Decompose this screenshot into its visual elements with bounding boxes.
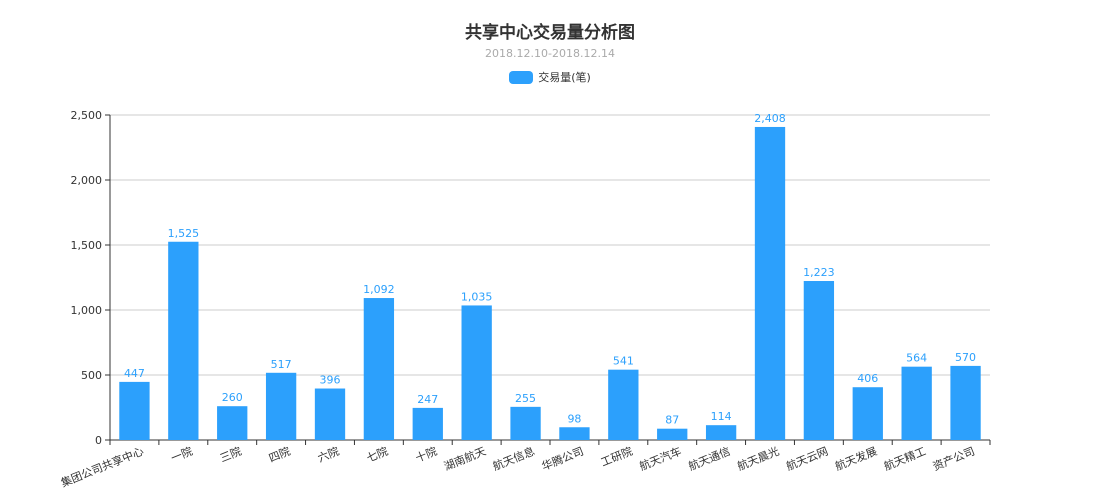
- y-tick-label: 500: [81, 369, 102, 382]
- x-tick-label: 航天云网: [784, 444, 830, 473]
- data-label: 260: [222, 391, 243, 404]
- bar[interactable]: [657, 428, 688, 440]
- bar[interactable]: [363, 298, 395, 440]
- data-label: 1,223: [803, 266, 835, 279]
- bar[interactable]: [510, 406, 541, 440]
- chart-subtitle: 2018.12.10-2018.12.14: [485, 47, 615, 60]
- y-tick-label: 1,500: [71, 239, 103, 252]
- bar[interactable]: [705, 425, 737, 440]
- x-tick-label: 集团公司共享中心: [59, 444, 146, 490]
- x-tick-label: 湖南航天: [442, 444, 488, 473]
- legend-item-volume[interactable]: 交易量(笔): [509, 69, 591, 85]
- bar[interactable]: [559, 427, 590, 440]
- bar[interactable]: [608, 369, 639, 440]
- data-label: 247: [417, 393, 438, 406]
- legend-label: 交易量(笔): [538, 71, 591, 84]
- x-tick-label: 航天精工: [882, 444, 928, 473]
- x-tick-label: 六院: [315, 444, 341, 465]
- data-label: 114: [711, 410, 732, 423]
- bar[interactable]: [803, 281, 835, 440]
- data-label: 2,408: [754, 112, 786, 125]
- data-label: 255: [515, 392, 536, 405]
- bar[interactable]: [168, 241, 199, 440]
- data-label: 517: [271, 358, 292, 371]
- y-tick-label: 0: [95, 434, 102, 447]
- y-tick-label: 1,000: [71, 304, 103, 317]
- x-tick-label: 十院: [413, 444, 439, 465]
- y-tick-label: 2,000: [71, 174, 103, 187]
- legend: 交易量(笔): [0, 69, 1100, 87]
- bar[interactable]: [412, 407, 443, 440]
- legend-swatch: [509, 70, 534, 84]
- bar[interactable]: [901, 366, 932, 440]
- bar[interactable]: [950, 365, 981, 440]
- x-tick-label: 航天信息: [491, 444, 537, 473]
- bar[interactable]: [265, 372, 297, 440]
- data-label: 570: [955, 351, 976, 364]
- data-label: 98: [567, 412, 581, 425]
- bar[interactable]: [314, 388, 346, 440]
- bar[interactable]: [852, 387, 883, 440]
- data-label: 406: [857, 372, 878, 385]
- x-tick-label: 航天汽车: [637, 444, 683, 473]
- data-label: 447: [124, 367, 145, 380]
- x-tick-label: 资产公司: [931, 444, 977, 473]
- y-tick-label: 2,500: [71, 109, 103, 122]
- bar[interactable]: [217, 406, 248, 440]
- x-tick-label: 三院: [218, 444, 244, 465]
- data-label: 1,035: [461, 290, 493, 303]
- x-tick-label: 航天晨光: [735, 444, 781, 473]
- data-label: 564: [906, 352, 927, 365]
- chart-title: 共享中心交易量分析图: [465, 23, 635, 43]
- bar[interactable]: [461, 305, 492, 440]
- x-tick-label: 四院: [267, 444, 293, 465]
- x-tick-label: 一院: [169, 444, 195, 465]
- x-tick-label: 华腾公司: [540, 444, 586, 473]
- x-tick-label: 航天通信: [686, 444, 732, 473]
- x-tick-label: 工研院: [599, 444, 635, 469]
- x-tick-label: 航天发展: [833, 444, 879, 473]
- data-label: 1,092: [363, 283, 395, 296]
- data-label: 87: [665, 414, 679, 427]
- bar[interactable]: [119, 381, 150, 440]
- data-label: 1,525: [168, 227, 200, 240]
- bar[interactable]: [754, 126, 786, 441]
- data-label: 396: [320, 374, 341, 387]
- data-label: 541: [613, 355, 634, 368]
- x-tick-label: 七院: [364, 444, 390, 465]
